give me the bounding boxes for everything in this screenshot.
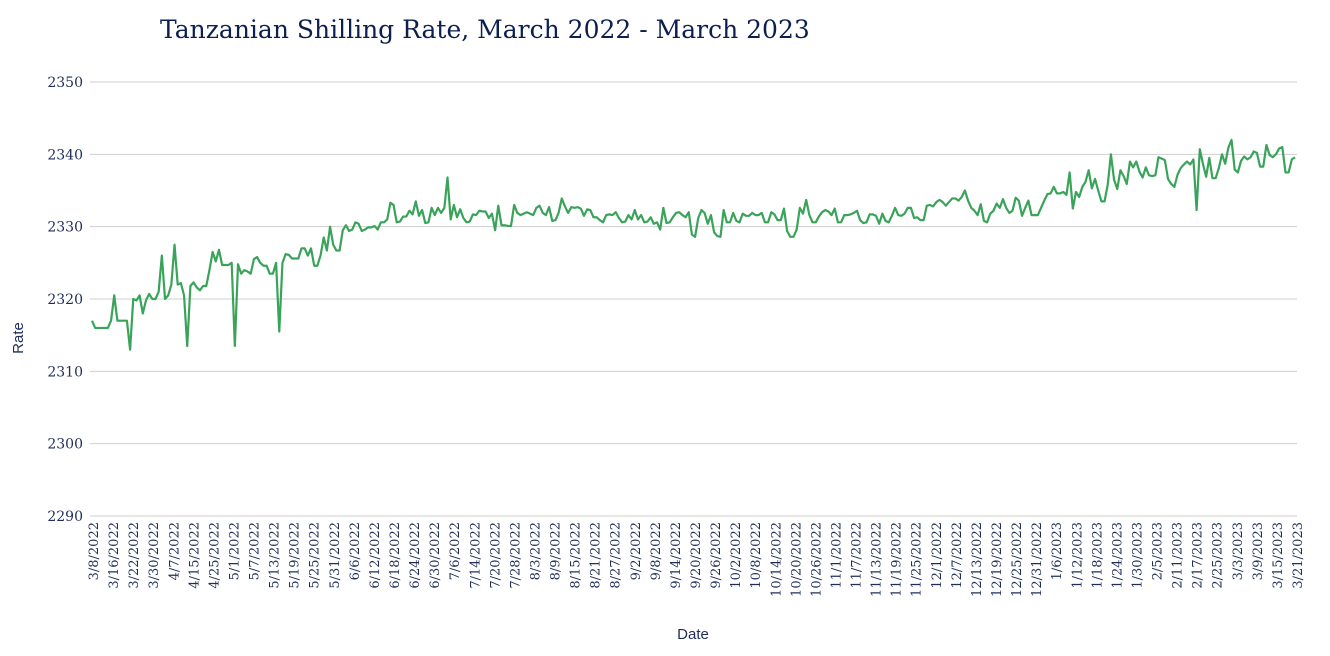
x-tick-label: 3/30/2022 <box>147 522 162 589</box>
x-tick-label: 4/15/2022 <box>187 522 202 589</box>
y-tick-label: 2350 <box>47 75 83 91</box>
y-tick-label: 2330 <box>47 220 83 236</box>
x-tick-label: 6/30/2022 <box>428 522 443 589</box>
x-tick-label: 3/3/2023 <box>1231 522 1246 580</box>
x-tick-label: 6/18/2022 <box>388 522 403 589</box>
x-tick-label: 2/17/2023 <box>1191 522 1206 589</box>
y-tick-label: 2320 <box>47 292 83 308</box>
x-tick-label: 6/12/2022 <box>368 522 383 589</box>
y-tick-label: 2300 <box>47 437 83 453</box>
x-tick-label: 12/19/2022 <box>990 522 1005 597</box>
x-tick-label: 11/1/2022 <box>830 522 845 589</box>
y-tick-label: 2340 <box>47 147 83 163</box>
x-tick-label: 10/26/2022 <box>809 522 824 597</box>
x-tick-label: 9/20/2022 <box>689 522 704 589</box>
x-tick-label: 10/20/2022 <box>789 522 804 597</box>
x-tick-label: 11/25/2022 <box>910 522 925 597</box>
x-tick-label: 8/3/2022 <box>529 522 544 580</box>
x-tick-label: 3/8/2022 <box>87 522 102 580</box>
x-tick-label: 2/25/2023 <box>1211 522 1226 589</box>
x-tick-label: 1/6/2023 <box>1050 522 1065 580</box>
x-tick-label: 5/25/2022 <box>308 522 323 589</box>
x-tick-label: 9/26/2022 <box>709 522 724 589</box>
y-axis-label: Rate <box>10 322 27 354</box>
x-tick-label: 9/8/2022 <box>649 522 664 580</box>
x-tick-label: 1/18/2023 <box>1090 522 1105 589</box>
x-tick-label: 12/31/2022 <box>1030 522 1045 597</box>
x-tick-label: 8/27/2022 <box>609 522 624 589</box>
x-tick-label: 3/15/2023 <box>1271 522 1286 589</box>
x-tick-label: 12/25/2022 <box>1010 522 1025 597</box>
x-tick-label: 10/8/2022 <box>749 522 764 589</box>
x-tick-label: 2/11/2023 <box>1171 522 1186 589</box>
x-tick-label: 4/7/2022 <box>167 522 182 580</box>
x-tick-label: 4/25/2022 <box>207 522 222 589</box>
x-tick-label: 11/7/2022 <box>850 522 865 589</box>
y-tick-label: 2310 <box>47 364 83 380</box>
x-tick-label: 5/1/2022 <box>228 522 243 580</box>
x-tick-label: 12/7/2022 <box>950 522 965 589</box>
x-tick-label: 5/7/2022 <box>248 522 263 580</box>
x-tick-label: 3/22/2022 <box>127 522 142 589</box>
x-tick-label: 9/2/2022 <box>629 522 644 580</box>
chart-title: Tanzanian Shilling Rate, March 2022 - Ma… <box>160 15 810 44</box>
x-tick-label: 7/6/2022 <box>448 522 463 580</box>
x-tick-label: 12/13/2022 <box>970 522 985 597</box>
x-tick-label: 12/1/2022 <box>930 522 945 589</box>
x-tick-label: 1/30/2023 <box>1131 522 1146 589</box>
x-axis-ticks: 3/8/2022 3/16/2022 3/22/2022 3/30/2022 4/7/2… <box>87 522 1306 597</box>
x-tick-label: 3/9/2023 <box>1251 522 1266 580</box>
x-tick-label: 9/14/2022 <box>669 522 684 589</box>
x-tick-label: 3/16/2022 <box>107 522 122 589</box>
x-tick-label: 3/21/2023 <box>1291 522 1306 589</box>
x-tick-label: 11/19/2022 <box>890 522 905 597</box>
x-axis-label: Date <box>677 626 709 643</box>
x-tick-label: 7/28/2022 <box>508 522 523 589</box>
y-tick-label: 2290 <box>47 509 83 525</box>
x-tick-label: 10/14/2022 <box>769 522 784 597</box>
x-tick-label: 5/13/2022 <box>268 522 283 589</box>
x-tick-label: 11/13/2022 <box>870 522 885 597</box>
y-axis-ticks: 2290 2300 2310 2320 2330 2340 2350 <box>47 75 83 525</box>
x-tick-label: 10/2/2022 <box>729 522 744 589</box>
gridlines <box>90 81 1297 517</box>
x-tick-label: 1/12/2023 <box>1070 522 1085 589</box>
x-tick-label: 5/31/2022 <box>328 522 343 589</box>
x-tick-label: 1/24/2023 <box>1110 522 1125 589</box>
x-tick-label: 7/14/2022 <box>468 522 483 589</box>
rate-series-line <box>90 138 1296 351</box>
x-tick-label: 8/15/2022 <box>569 522 584 589</box>
x-tick-label: 6/6/2022 <box>348 522 363 580</box>
x-tick-label: 7/20/2022 <box>488 522 503 589</box>
x-tick-label: 2/5/2023 <box>1151 522 1166 580</box>
x-tick-label: 6/24/2022 <box>408 522 423 589</box>
x-tick-label: 5/19/2022 <box>288 522 303 589</box>
x-tick-label: 8/9/2022 <box>549 522 564 580</box>
x-tick-label: 8/21/2022 <box>589 522 604 589</box>
